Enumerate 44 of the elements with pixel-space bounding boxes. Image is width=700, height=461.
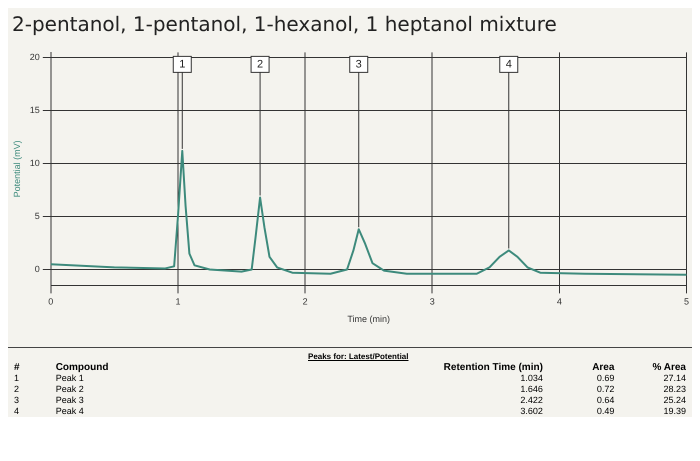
- y-tick-label: 5: [34, 211, 40, 222]
- text: Peak 2: [54, 384, 85, 395]
- text: 0.72: [596, 384, 616, 395]
- text: Area: [591, 362, 616, 373]
- text: Peaks for: Latest/Potential: [308, 352, 408, 361]
- text: 2.422: [519, 395, 544, 406]
- text: 1: [13, 373, 20, 384]
- text: 3.602: [519, 406, 544, 417]
- y-axis-title: Potential (mV): [12, 140, 22, 198]
- text: Compound: [54, 362, 110, 373]
- text: 3: [13, 395, 20, 406]
- text: 0.69: [596, 373, 616, 384]
- text: 28.23: [662, 384, 687, 395]
- x-tick-label: 2: [302, 296, 308, 306]
- y-tick-label: 0: [34, 264, 40, 274]
- text: Peak 4: [54, 406, 85, 417]
- x-tick-label: 4: [556, 296, 562, 306]
- annotation: 2: [257, 58, 264, 70]
- y-tick-label: 20: [30, 52, 40, 62]
- x-tick-label: 3: [430, 296, 435, 306]
- annotation: 4: [506, 58, 512, 70]
- text: 1.034: [519, 373, 544, 384]
- text: #: [13, 362, 21, 373]
- y-tick-label: 15: [30, 105, 40, 116]
- annotation: 3: [356, 58, 362, 70]
- text: Peak 1: [54, 373, 85, 384]
- text: Retention Time (min): [442, 362, 544, 373]
- text: 27.14: [662, 373, 687, 384]
- chart-title: 2-pentanol, 1-pentanol, 1-hexanol, 1 heptanol mixture: [11, 11, 558, 38]
- text: 25.24: [662, 395, 687, 406]
- y-tick-label: 10: [30, 158, 40, 168]
- text: 0.64: [596, 395, 616, 406]
- text: 2: [13, 384, 20, 395]
- text: Peak 3: [54, 395, 85, 406]
- text: 19.39: [662, 406, 687, 417]
- text: 1.646: [519, 384, 544, 395]
- x-tick-label: 5: [684, 296, 690, 306]
- x-tick-label: 0: [48, 296, 54, 306]
- x-tick-label: 1: [175, 296, 180, 306]
- text: 4: [13, 406, 20, 417]
- text: % Area: [651, 362, 687, 373]
- text: 0.49: [596, 406, 616, 417]
- annotation: 1: [179, 58, 186, 70]
- x-axis-title: Time (min): [347, 314, 390, 324]
